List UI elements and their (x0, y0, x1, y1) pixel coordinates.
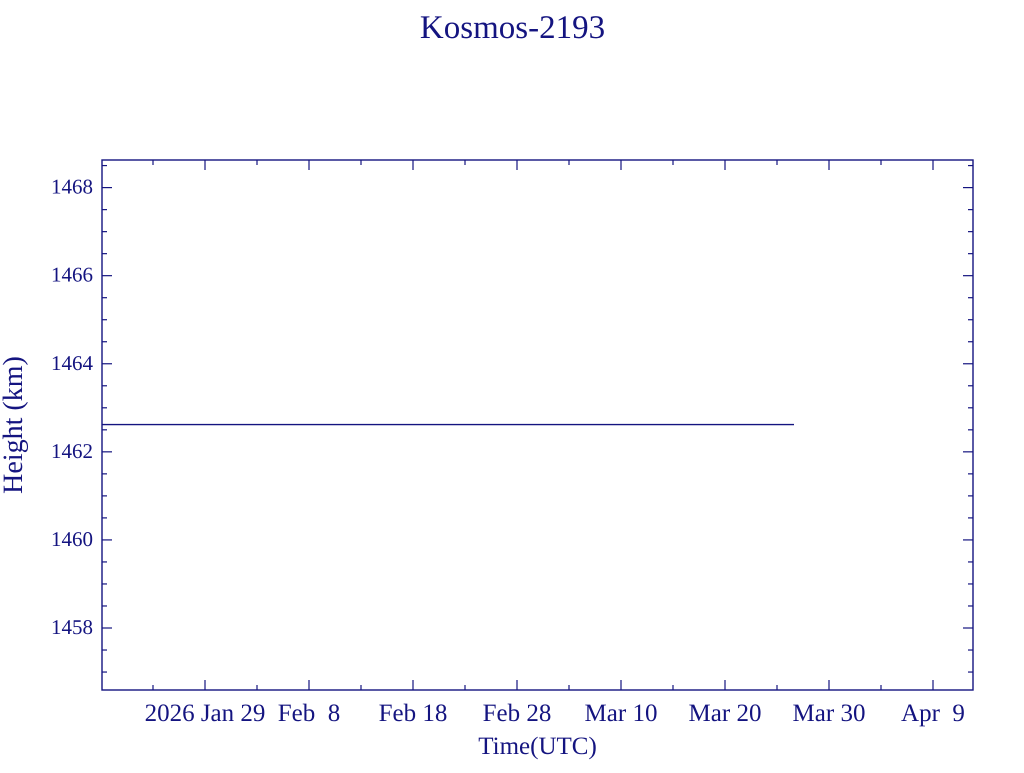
svg-text:1458: 1458 (51, 615, 93, 639)
svg-text:Kosmos-2193: Kosmos-2193 (420, 10, 605, 46)
svg-text:1464: 1464 (51, 351, 94, 375)
svg-text:1466: 1466 (51, 263, 93, 287)
svg-text:Height (km): Height (km) (0, 356, 29, 494)
svg-text:1460: 1460 (51, 527, 93, 551)
svg-text:Feb 28: Feb 28 (483, 700, 552, 727)
svg-text:Time(UTC): Time(UTC) (478, 733, 597, 760)
svg-text:1468: 1468 (51, 175, 93, 199)
svg-text:2026 Jan 29: 2026 Jan 29 (145, 700, 266, 727)
svg-text:Apr 9: Apr 9 (901, 700, 965, 727)
svg-text:1462: 1462 (51, 439, 93, 463)
svg-text:Mar 20: Mar 20 (689, 700, 762, 727)
svg-text:Mar 30: Mar 30 (793, 700, 866, 727)
svg-text:Feb 18: Feb 18 (379, 700, 448, 727)
svg-text:Mar 10: Mar 10 (585, 700, 658, 727)
svg-text:Feb 8: Feb 8 (278, 700, 341, 727)
